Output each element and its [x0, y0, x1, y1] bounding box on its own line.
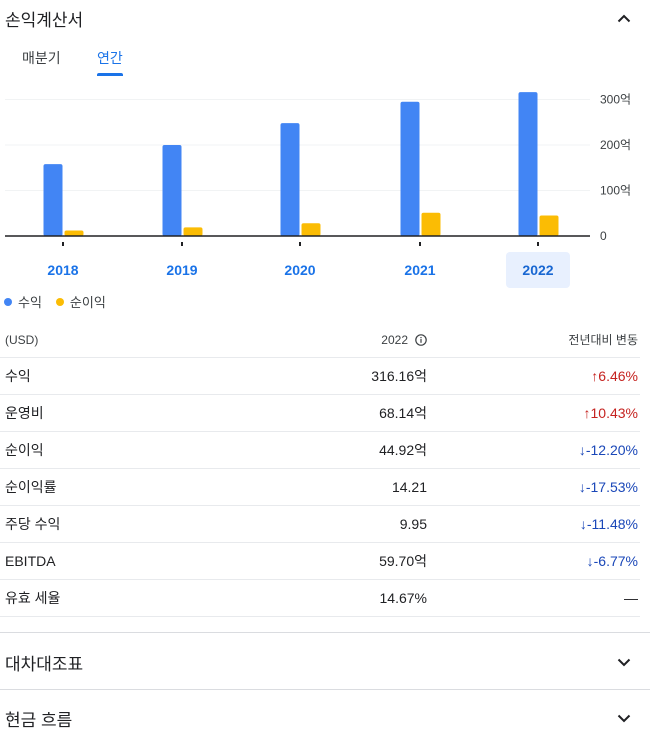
chevron-down-icon[interactable] — [612, 650, 636, 674]
table-row: EBITDA 59.70억 ↓-6.77% — [0, 543, 640, 580]
metric-value: 59.70억 — [379, 553, 427, 569]
metric-change: ↓-12.20% — [578, 442, 638, 458]
table-row: 주당 수익 9.95 ↓-11.48% — [0, 506, 640, 543]
metric-change: ↑6.46% — [591, 368, 638, 384]
balance-sheet-header[interactable]: 대차대조표 — [0, 644, 650, 680]
year-button-2021[interactable]: 2021 — [404, 262, 436, 278]
tab-selected-indicator — [97, 73, 123, 76]
y-tick-label: 0 — [600, 229, 607, 243]
metric-value: 14.67% — [379, 590, 427, 606]
year-button-2018[interactable]: 2018 — [47, 262, 79, 278]
bar-net-income — [64, 230, 84, 236]
metric-value: 68.14억 — [379, 405, 427, 421]
table-row: 순이익 44.92억 ↓-12.20% — [0, 432, 640, 469]
metric-change: ↓-6.77% — [586, 553, 638, 569]
bar-revenue — [518, 92, 538, 236]
bar-revenue — [162, 145, 182, 236]
metric-value: 316.16억 — [371, 368, 427, 384]
year-button-2022[interactable]: 2022 — [506, 252, 570, 288]
balance-sheet-title: 대차대조표 — [5, 654, 84, 674]
metric-label: EBITDA — [5, 553, 56, 569]
table-row: 운영비 68.14억 ↑10.43% — [0, 395, 640, 432]
bar-net-income — [539, 215, 559, 236]
chevron-down-icon[interactable] — [612, 706, 636, 730]
income-statement-header[interactable]: 손익계산서 — [0, 0, 650, 36]
info-icon[interactable] — [415, 333, 427, 346]
change-column-header: 전년대비 변동 — [568, 333, 638, 347]
section-divider — [0, 632, 650, 633]
legend-label-revenue: 수익 — [18, 295, 42, 310]
metric-change: ↑10.43% — [583, 405, 638, 421]
bar-revenue — [280, 123, 300, 236]
cash-flow-title: 현금 흐름 — [5, 710, 73, 730]
legend-label-net-income: 순이익 — [69, 295, 106, 310]
y-tick-label: 100억 — [600, 184, 631, 198]
metric-value: 44.92억 — [379, 442, 427, 458]
chevron-up-icon[interactable] — [612, 6, 636, 30]
currency-unit: (USD) — [5, 332, 39, 347]
table-header-row: (USD) 2022 전년대비 변동 — [0, 322, 640, 358]
metric-label: 순이익 — [5, 442, 44, 458]
metric-change: ↓-17.53% — [578, 479, 638, 495]
tab-annual[interactable]: 연간 — [97, 50, 123, 66]
table-row: 수익 316.16억 ↑6.46% — [0, 358, 640, 395]
metric-value: 14.21 — [391, 479, 427, 495]
year-button-2019[interactable]: 2019 — [166, 262, 198, 278]
metric-label: 순이익률 — [5, 479, 57, 495]
chart-legend: 수익 순이익 — [4, 292, 120, 311]
table-row: 유효 세율 14.67% — — [0, 580, 640, 617]
metric-label: 주당 수익 — [5, 516, 61, 532]
legend-dot-net-income — [55, 297, 64, 306]
bar-net-income — [421, 212, 441, 236]
metric-label: 유효 세율 — [5, 590, 61, 606]
year-column-label: 2022 — [381, 332, 408, 347]
tab-quarterly[interactable]: 매분기 — [22, 50, 61, 66]
bar-net-income — [301, 223, 321, 236]
legend-item-revenue: 수익 — [4, 292, 42, 311]
legend-item-net-income: 순이익 — [55, 292, 106, 311]
metric-change: — — [624, 590, 638, 606]
legend-dot-revenue — [4, 297, 12, 306]
revenue-chart: 300억 200억 100억 0 — [5, 92, 631, 246]
metric-change: ↓-11.48% — [579, 516, 638, 532]
bar-revenue — [43, 164, 63, 236]
bar-net-income — [183, 227, 203, 236]
metric-label: 운영비 — [5, 405, 44, 421]
metric-label: 수익 — [5, 368, 31, 384]
bar-revenue — [400, 101, 420, 237]
cash-flow-header[interactable]: 현금 흐름 — [0, 700, 650, 736]
y-tick-label: 300억 — [600, 93, 631, 107]
section-divider — [0, 689, 650, 690]
y-tick-label: 200억 — [600, 138, 631, 152]
metric-value: 9.95 — [399, 516, 427, 532]
period-tabs: 매분기 연간 — [0, 48, 300, 80]
income-statement-title: 손익계산서 — [5, 10, 84, 30]
table-row: 순이익률 14.21 ↓-17.53% — [0, 469, 640, 506]
year-button-2020[interactable]: 2020 — [284, 262, 316, 278]
year-column-header: 2022 — [381, 333, 427, 347]
financial-table: (USD) 2022 전년대비 변동 수익 316.16억 ↑6.46% 운영비 68.… — [0, 322, 640, 617]
